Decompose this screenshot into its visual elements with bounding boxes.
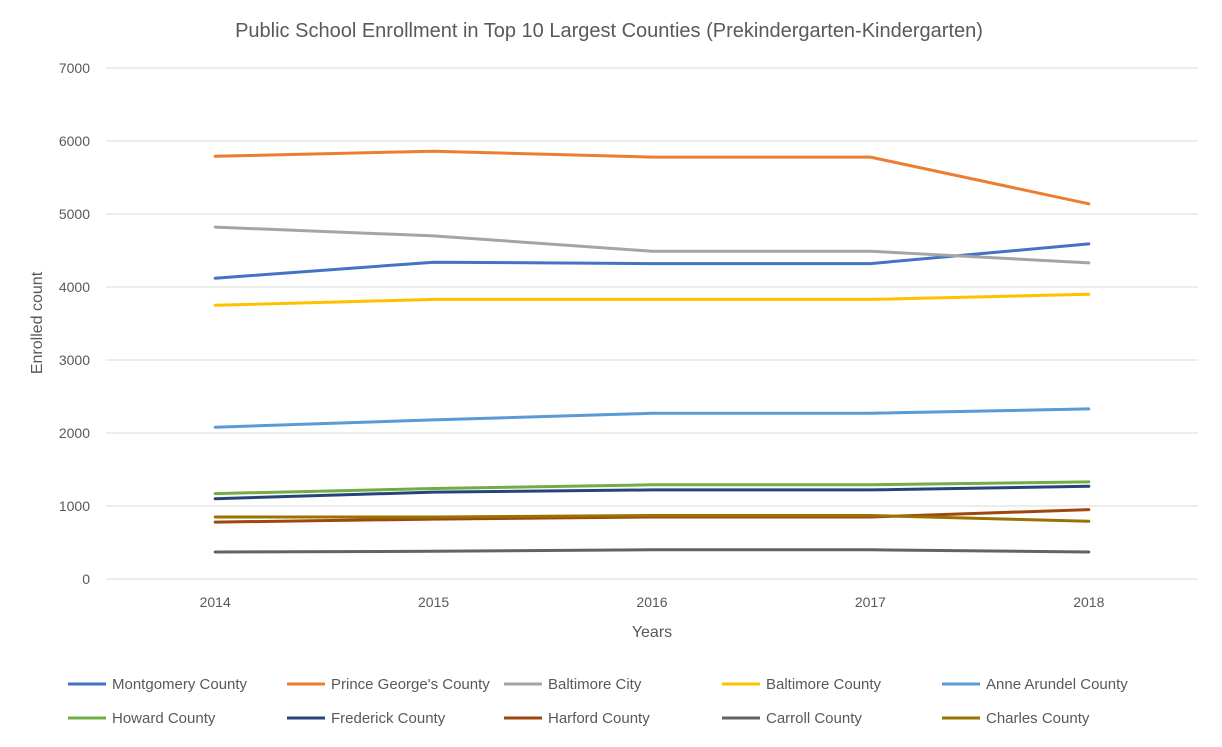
legend: Montgomery County Prince George's County B…	[68, 676, 1128, 727]
legend-label: Baltimore City	[548, 676, 642, 693]
legend-item: Montgomery County	[68, 676, 248, 693]
x-axis-title: Years	[632, 624, 672, 641]
x-tick-label: 2018	[1073, 594, 1104, 610]
series-line-8	[213, 548, 1091, 554]
series-line-6	[213, 484, 1091, 501]
legend-item: Baltimore City	[504, 676, 642, 693]
legend-label: Anne Arundel County	[986, 676, 1128, 693]
legend-label: Baltimore County	[766, 676, 882, 693]
legend-item: Anne Arundel County	[942, 676, 1128, 693]
legend-item: Carroll County	[722, 710, 862, 727]
x-tick-label: 2016	[636, 594, 667, 610]
legend-item: Howard County	[68, 710, 216, 727]
series-lines	[213, 149, 1091, 554]
y-tick-label: 0	[82, 571, 90, 587]
x-tick-label: 2014	[200, 594, 231, 610]
series-line-4	[213, 407, 1091, 429]
series-line-1	[213, 149, 1091, 206]
legend-label: Montgomery County	[112, 676, 248, 693]
y-axis-title: Enrolled count	[29, 271, 46, 374]
legend-item: Harford County	[504, 710, 650, 727]
y-axis-ticks: 0 1000 2000 3000 4000 5000 6000 7000	[59, 60, 90, 587]
legend-item: Prince George's County	[287, 676, 490, 693]
series-line-0	[213, 242, 1091, 280]
gridlines	[106, 67, 1198, 580]
x-tick-label: 2017	[855, 594, 886, 610]
legend-label: Harford County	[548, 710, 650, 727]
legend-item: Frederick County	[287, 710, 446, 727]
legend-label: Howard County	[112, 710, 216, 727]
legend-label: Prince George's County	[331, 676, 490, 693]
series-line-3	[213, 292, 1091, 307]
x-tick-label: 2015	[418, 594, 449, 610]
series-line-9	[213, 514, 1091, 523]
legend-label: Carroll County	[766, 710, 862, 727]
y-tick-label: 7000	[59, 60, 90, 76]
legend-label: Charles County	[986, 710, 1090, 727]
chart-title: Public School Enrollment in Top 10 Large…	[235, 20, 983, 42]
x-axis-ticks: 2014 2015 2016 2017 2018	[200, 594, 1105, 610]
y-tick-label: 3000	[59, 352, 90, 368]
legend-label: Frederick County	[331, 710, 446, 727]
y-tick-label: 1000	[59, 498, 90, 514]
y-tick-label: 2000	[59, 425, 90, 441]
y-tick-label: 6000	[59, 133, 90, 149]
series-line-5	[213, 480, 1091, 496]
legend-item: Charles County	[942, 710, 1090, 727]
y-tick-label: 5000	[59, 206, 90, 222]
y-tick-label: 4000	[59, 279, 90, 295]
series-line-2	[213, 225, 1091, 265]
legend-item: Baltimore County	[722, 676, 882, 693]
